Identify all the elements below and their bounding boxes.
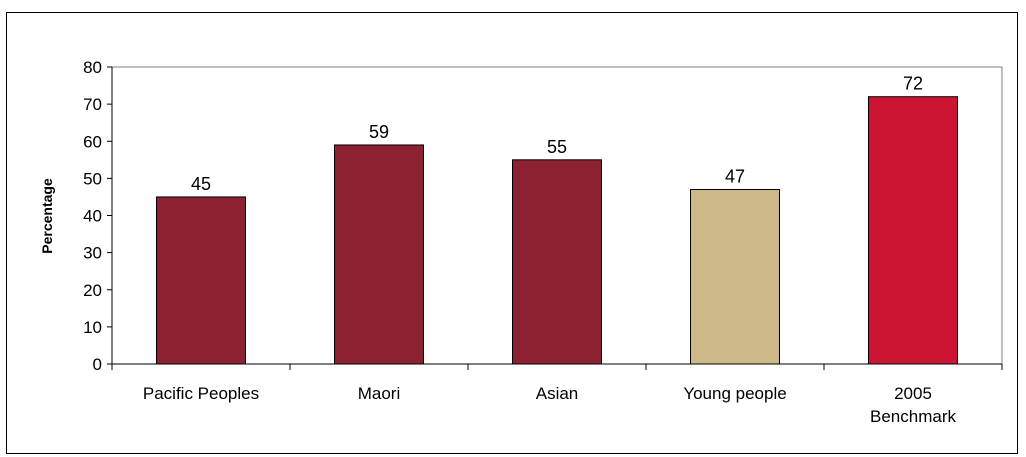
- bar: [156, 196, 246, 365]
- x-tick-label: Young people: [683, 384, 786, 403]
- plot-area: 45 59 55 47 72 0 10 20 30 40 50 60 70 80 Pacific Peopl…: [83, 58, 1003, 426]
- y-tick-label: 20: [83, 281, 102, 300]
- y-tick-label: 0: [93, 355, 102, 374]
- y-tick-label: 40: [83, 207, 102, 226]
- y-tick-label: 10: [83, 318, 102, 337]
- data-label: 45: [191, 174, 211, 194]
- y-tick-label: 80: [83, 58, 102, 77]
- bar: [868, 96, 958, 365]
- x-tick-label: 2005 Benchmark: [870, 384, 956, 426]
- y-tick-label: 30: [83, 244, 102, 263]
- bar: [334, 144, 424, 365]
- data-label: 47: [725, 167, 745, 187]
- bar: [512, 159, 602, 365]
- y-tick-label: 60: [83, 132, 102, 151]
- y-tick-label: 50: [83, 169, 102, 188]
- x-tick-label: Maori: [358, 384, 401, 403]
- data-label: 59: [369, 122, 389, 142]
- bar: [690, 189, 780, 365]
- data-label: 55: [547, 137, 567, 157]
- x-tick-label: Asian: [536, 384, 579, 403]
- x-tick-label: Pacific Peoples: [143, 384, 259, 403]
- y-tick-label: 70: [83, 95, 102, 114]
- y-axis-title: Percentage: [39, 178, 55, 254]
- data-label: 72: [903, 74, 923, 94]
